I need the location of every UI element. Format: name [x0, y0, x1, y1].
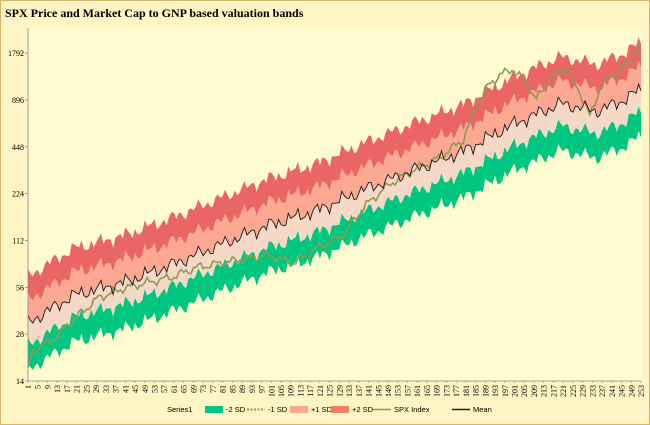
x-tick-label: 213 — [540, 385, 549, 397]
x-tick-label: 129 — [335, 385, 344, 397]
x-tick-label: 29 — [92, 385, 101, 393]
x-tick-label: 173 — [442, 385, 451, 397]
x-tick-label: 185 — [472, 385, 481, 397]
x-tick-label: 89 — [238, 385, 247, 393]
x-tick-label: 45 — [131, 385, 140, 393]
x-tick-label: 77 — [209, 385, 218, 393]
chart-title: SPX Price and Market Cap to GNP based va… — [5, 6, 304, 20]
x-tick-label: 237 — [598, 385, 607, 397]
x-tick-label: 73 — [199, 385, 208, 393]
x-tick-label: 169 — [433, 385, 442, 397]
x-tick-label: 81 — [219, 385, 228, 393]
x-tick-label: 53 — [150, 385, 159, 393]
x-tick-label: 61 — [170, 385, 179, 393]
x-tick-label: 113 — [296, 385, 305, 397]
legend-swatch — [205, 406, 223, 413]
y-tick-label: 56 — [16, 283, 24, 292]
x-tick-label: 37 — [112, 385, 121, 393]
x-tick-label: 97 — [258, 385, 267, 393]
x-tick-label: 229 — [579, 385, 588, 397]
x-tick-label: 253 — [637, 385, 646, 397]
y-tick-label: 448 — [12, 143, 24, 152]
x-tick-label: 109 — [287, 385, 296, 397]
band-plus2 — [28, 37, 641, 301]
x-tick-label: 21 — [73, 385, 82, 393]
x-tick-label: 17 — [63, 385, 72, 393]
x-tick-label: 165 — [423, 385, 432, 397]
legend-swatch — [331, 406, 349, 413]
x-tick-label: 105 — [277, 385, 286, 397]
x-tick-label: 13 — [53, 385, 62, 393]
x-tick-label: 189 — [481, 385, 490, 397]
x-tick-label: 117 — [306, 385, 315, 397]
x-tick-label: 245 — [618, 385, 627, 397]
y-tick-label: 14 — [16, 377, 24, 386]
x-tick-label: 9 — [43, 385, 52, 389]
legend-label: +1 SD — [311, 405, 333, 414]
x-tick-label: 93 — [248, 385, 257, 393]
y-tick-label: 896 — [12, 96, 24, 105]
lines-group — [27, 43, 642, 368]
mean-line — [27, 82, 642, 324]
bands-group — [28, 37, 641, 370]
spx-index-line — [27, 43, 642, 368]
x-tick-label: 209 — [530, 385, 539, 397]
x-tick-label: 137 — [355, 385, 364, 397]
x-tick-label: 161 — [413, 385, 422, 397]
y-tick-label: 1792 — [8, 49, 24, 58]
y-tick-label: 224 — [12, 190, 24, 199]
y-tick-label: 112 — [12, 236, 24, 245]
y-ticks-group: 14 28 56 112 224 448 896 1792 — [8, 49, 28, 386]
x-tick-label: 125 — [326, 385, 335, 397]
legend-label: -1 SD — [268, 405, 288, 414]
x-tick-label: 141 — [365, 385, 374, 397]
x-tick-label: 5 — [34, 385, 43, 389]
x-ticks-group: 1 5 9 13 17 21 25 29 33 37 41 45 49 53 57 61 65 69 73 77 81 8… — [24, 381, 646, 397]
x-tick-label: 233 — [588, 385, 597, 397]
x-tick-label: 25 — [82, 385, 91, 393]
x-tick-label: 221 — [559, 385, 568, 397]
x-tick-label: 225 — [569, 385, 578, 397]
x-tick-label: 197 — [501, 385, 510, 397]
x-tick-label: 1 — [24, 385, 33, 389]
band-minus2 — [28, 106, 641, 370]
legend-label: SPX Index — [394, 405, 430, 414]
x-tick-label: 201 — [511, 385, 520, 397]
x-tick-label: 145 — [374, 385, 383, 397]
x-tick-label: 121 — [316, 385, 325, 397]
x-tick-label: 65 — [180, 385, 189, 393]
x-tick-label: 133 — [345, 385, 354, 397]
legend: Series1 -2 SD -1 SD +1 SD +2 SD SPX Index Mean — [167, 405, 492, 414]
legend-label: -2 SD — [226, 405, 246, 414]
legend-swatch — [290, 406, 308, 413]
x-tick-label: 241 — [608, 385, 617, 397]
x-tick-label: 153 — [394, 385, 403, 397]
x-tick-label: 85 — [228, 385, 237, 393]
legend-label: Series1 — [167, 405, 192, 414]
x-tick-label: 157 — [403, 385, 412, 397]
x-tick-label: 217 — [549, 385, 558, 397]
x-tick-label: 149 — [384, 385, 393, 397]
x-tick-label: 49 — [141, 385, 150, 393]
x-tick-label: 181 — [462, 385, 471, 397]
x-tick-label: 193 — [491, 385, 500, 397]
x-tick-label: 57 — [160, 385, 169, 393]
legend-label: Mean — [473, 405, 492, 414]
x-tick-label: 69 — [189, 385, 198, 393]
band-minus1 — [28, 84, 641, 346]
band-plus1 — [28, 61, 641, 324]
x-tick-label: 33 — [102, 385, 111, 393]
x-tick-label: 249 — [627, 385, 636, 397]
x-tick-label: 101 — [267, 385, 276, 397]
y-tick-label: 28 — [16, 330, 24, 339]
x-tick-label: 205 — [520, 385, 529, 397]
x-tick-label: 177 — [452, 385, 461, 397]
x-tick-label: 41 — [121, 385, 130, 393]
legend-label: +2 SD — [352, 405, 374, 414]
